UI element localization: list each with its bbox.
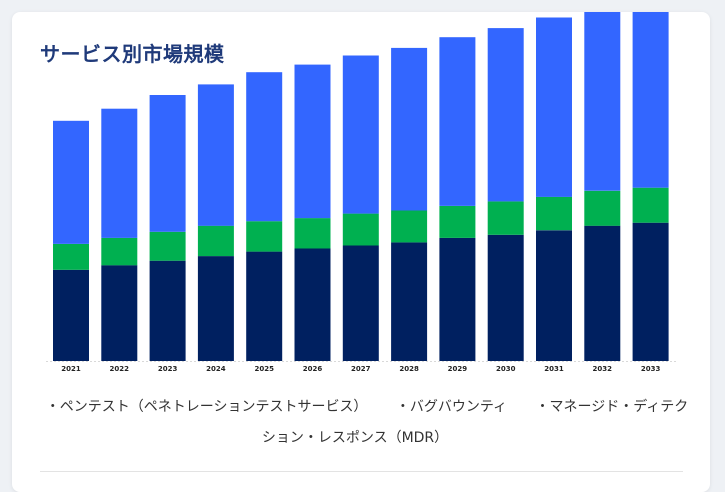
- bar-2022-series-2: [101, 237, 138, 266]
- bar-2031-series-2: [536, 196, 572, 231]
- x-tick-label: 2028: [399, 365, 419, 373]
- bar-2033-series-1: [632, 222, 669, 361]
- bar-2026-series-3: [294, 64, 331, 219]
- bar-2027-series-1: [342, 245, 379, 361]
- bar-2024-series-1: [197, 256, 234, 361]
- bar-2027-series-3: [342, 55, 379, 214]
- x-tick-label: 2030: [496, 365, 516, 373]
- legend-label: バグバウンティ: [409, 399, 508, 415]
- chart-title: サービス別市場規模: [40, 42, 225, 66]
- bar-2027-series-2: [342, 213, 379, 246]
- bar-2032-series-3: [584, 12, 621, 191]
- bar-2026-series-1: [294, 248, 331, 361]
- divider: [40, 471, 683, 472]
- bar-2030-series-2: [487, 201, 524, 235]
- bar-2029-series-2: [439, 206, 476, 238]
- legend-item-pentest[interactable]: ・ペンテスト（ペネトレーションテストサービス）: [46, 392, 368, 423]
- x-tick-label: 2026: [303, 365, 323, 373]
- chart-card: サービス別市場規模 2021 2022 2023 2024 2025 2026 2027 20…: [12, 12, 710, 492]
- legend-marker: ・: [395, 399, 410, 415]
- bar-2023-series-1: [149, 260, 186, 361]
- x-tick-label: 2032: [593, 365, 613, 373]
- legend-item-mdr[interactable]: ・マネージド・ディテクション・レスポンス（MDR）: [262, 399, 688, 446]
- x-tick-label: 2025: [254, 365, 274, 373]
- chart-legend: ・ペンテスト（ペネトレーションテストサービス） ・バグバウンティ ・マネージド・…: [32, 392, 690, 454]
- legend-marker: ・: [535, 399, 550, 415]
- bar-2028-series-3: [391, 47, 428, 211]
- bar-2031-series-1: [536, 230, 572, 361]
- bar-2021-series-2: [53, 244, 89, 270]
- bar-2033-series-3: [632, 12, 669, 188]
- bar-2029-series-1: [439, 237, 476, 361]
- x-tick-label: 2022: [110, 365, 130, 373]
- bar-group: [53, 12, 669, 361]
- bar-2028-series-2: [391, 210, 428, 243]
- bar-2028-series-1: [391, 242, 428, 361]
- legend-label: マネージド・ディテクション・レスポンス（MDR）: [261, 399, 689, 446]
- bar-2030-series-1: [487, 234, 524, 361]
- bar-2021-series-1: [53, 269, 89, 361]
- bar-2031-series-3: [536, 17, 572, 197]
- x-tick-label: 2031: [544, 365, 564, 373]
- bar-2032-series-2: [584, 190, 621, 226]
- bar-2033-series-2: [632, 187, 669, 223]
- bar-2030-series-3: [487, 28, 524, 202]
- bar-2029-series-3: [439, 37, 476, 206]
- bar-2024-series-3: [197, 84, 234, 226]
- stacked-bar-chart: 2021 2022 2023 2024 2025 2026 2027 2028 2029 2030…: [46, 12, 676, 373]
- x-tick-label: 2021: [61, 365, 81, 373]
- x-tick-label: 2029: [448, 365, 468, 373]
- bar-2023-series-2: [149, 231, 186, 261]
- legend-item-bug-bounty[interactable]: ・バグバウンティ: [396, 392, 507, 423]
- bar-2023-series-3: [149, 95, 186, 232]
- x-tick-label: 2033: [641, 365, 661, 373]
- legend-label: ペンテスト（ペネトレーションテストサービス）: [59, 399, 368, 415]
- bar-2022-series-1: [101, 265, 138, 361]
- bar-2021-series-3: [53, 120, 89, 244]
- x-axis-ticks: 2021 2022 2023 2024 2025 2026 2027 2028 2029 2030…: [61, 365, 660, 373]
- x-tick-label: 2027: [351, 365, 371, 373]
- legend-marker: ・: [45, 399, 60, 415]
- bar-2024-series-2: [197, 225, 234, 257]
- bar-2025-series-3: [246, 72, 283, 222]
- bar-2025-series-2: [246, 221, 283, 252]
- x-tick-label: 2023: [158, 365, 178, 373]
- bar-2022-series-3: [101, 108, 138, 238]
- bar-2025-series-1: [246, 251, 283, 361]
- x-tick-label: 2024: [206, 365, 226, 373]
- bar-2026-series-2: [294, 218, 331, 249]
- bar-2032-series-1: [584, 225, 621, 361]
